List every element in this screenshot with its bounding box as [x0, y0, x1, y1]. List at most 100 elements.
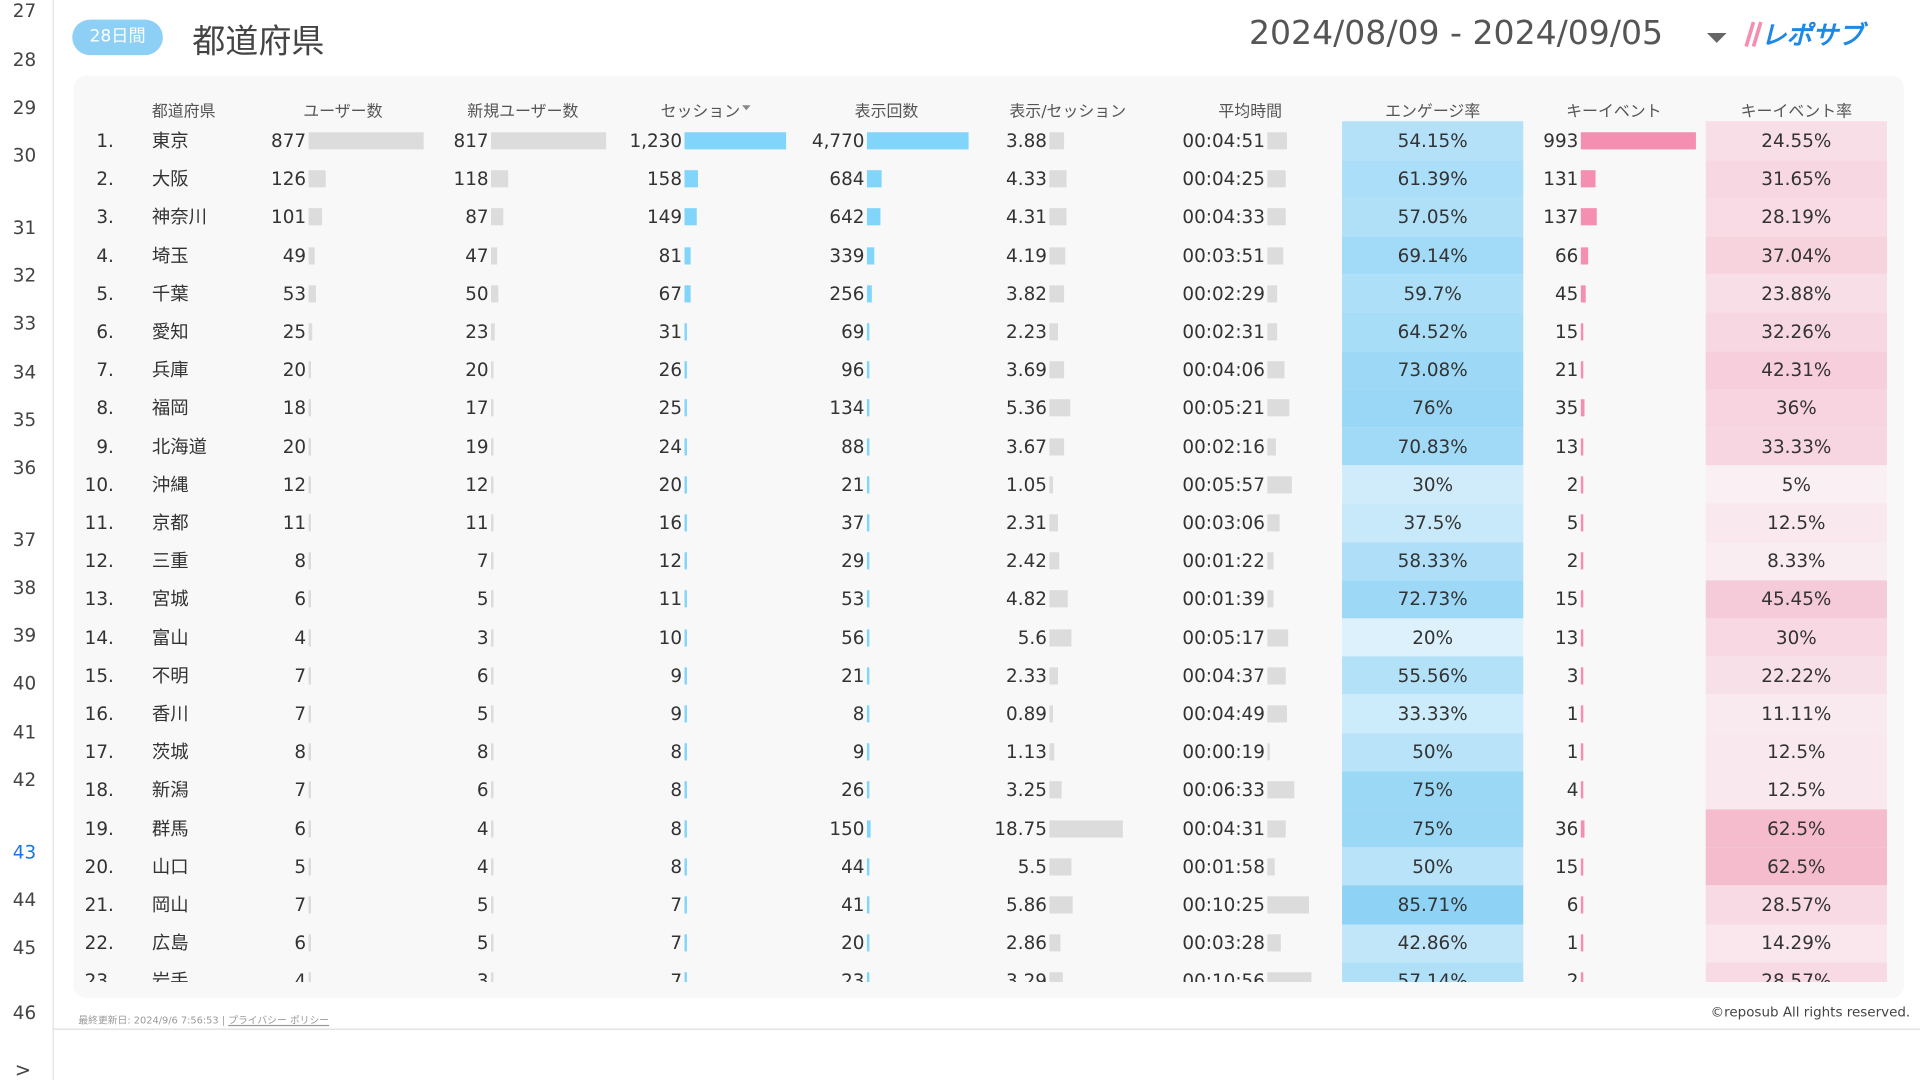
- cell-value: 8: [294, 741, 307, 764]
- heat-cell: [1342, 427, 1524, 466]
- page-number[interactable]: 43: [0, 832, 49, 872]
- cell-value: 23: [465, 320, 489, 343]
- page-number[interactable]: 37: [12, 528, 37, 552]
- cell-bar: [491, 667, 493, 685]
- cell-value: 00:03:06: [1182, 511, 1265, 534]
- cell-bar: [866, 246, 875, 264]
- page-number[interactable]: 33: [12, 312, 37, 335]
- column-header[interactable]: 表示/セッション: [1009, 102, 1127, 122]
- cell-value: 47: [465, 244, 489, 267]
- cell-value: 8: [476, 741, 489, 764]
- page-number[interactable]: 27: [12, 0, 37, 23]
- cell-bar: [491, 361, 494, 379]
- heat-cell: [1705, 236, 1887, 275]
- page-number[interactable]: 32: [12, 264, 37, 287]
- column-header[interactable]: 平均時間: [1218, 102, 1283, 122]
- cell-value: 642: [829, 206, 865, 229]
- cell-value: 00:03:28: [1182, 932, 1265, 955]
- cell-bar: [308, 437, 312, 456]
- page-number[interactable]: 35: [12, 408, 37, 432]
- cell-bar: [308, 896, 311, 914]
- date-dropdown[interactable]: [1705, 29, 1729, 46]
- column-header[interactable]: 表示回数: [854, 102, 919, 122]
- cell-bar: [308, 361, 312, 379]
- column-header[interactable]: 新規ユーザー数: [467, 102, 579, 122]
- cell-value: 8: [852, 702, 865, 725]
- date-range[interactable]: 2024/08/09 - 2024/09/05: [1248, 14, 1664, 53]
- column-header[interactable]: エンゲージ率: [1385, 102, 1481, 122]
- cell-bar: [491, 208, 504, 226]
- page-number[interactable]: 44: [12, 888, 37, 912]
- heat-cell: [1705, 580, 1887, 619]
- cell-value: 4: [1566, 779, 1579, 802]
- heat-cell: [1705, 389, 1887, 428]
- cell-bar: [491, 285, 499, 303]
- cell-bar: [866, 781, 869, 799]
- table: 都道府県 ユーザー数 新規ユーザー数 セッション 表示回数 表示/セッション 平均時間 エンゲ…: [73, 76, 1904, 983]
- cell-value: 7: [670, 970, 683, 983]
- cell-value: 53: [841, 588, 865, 611]
- page-number[interactable]: 38: [12, 576, 37, 599]
- cell-bar: [1580, 323, 1583, 341]
- rank: 21.: [84, 893, 114, 916]
- cell-value: 53: [282, 282, 307, 305]
- heat-cell: [1342, 962, 1524, 983]
- cell-value: 7: [476, 550, 489, 573]
- cell-value: 7: [670, 932, 683, 955]
- rank: 23.: [84, 970, 114, 983]
- cell-value: 35: [1555, 397, 1579, 420]
- heat-cell: [1705, 121, 1887, 160]
- copyright: ©reposub All rights reserved.: [1710, 1004, 1911, 1021]
- cell-value: 50%: [1412, 741, 1454, 764]
- cell-bar: [491, 476, 493, 494]
- cell-bar: [684, 132, 787, 150]
- prefecture: 神奈川: [151, 206, 207, 229]
- cell-bar: [491, 552, 493, 570]
- page-number[interactable]: 40: [12, 672, 37, 695]
- cell-bar: [308, 667, 311, 685]
- cell-bar: [308, 705, 311, 723]
- cell-bar: [1580, 476, 1583, 494]
- heat-cell: [1705, 427, 1887, 466]
- prefecture: 福岡: [151, 397, 189, 420]
- cell-value: 24: [658, 435, 683, 458]
- page-number[interactable]: 34: [12, 361, 37, 384]
- page-number[interactable]: 28: [12, 48, 37, 72]
- column-header[interactable]: キーイベント: [1566, 102, 1662, 122]
- column-header[interactable]: ユーザー数: [303, 102, 383, 122]
- prefecture: 宮城: [151, 588, 189, 611]
- period-pill[interactable]: 28日間: [72, 19, 163, 56]
- cell-value: 50: [465, 282, 489, 305]
- page-number[interactable]: 29: [12, 96, 37, 119]
- cell-bar: [1580, 132, 1696, 150]
- cell-value: 1,230: [629, 129, 683, 152]
- cell-value: 5: [476, 702, 489, 725]
- column-header[interactable]: 都道府県: [151, 102, 216, 122]
- column-header[interactable]: セッション: [660, 102, 741, 122]
- cell-bar: [308, 323, 312, 341]
- cell-bar: [684, 896, 687, 914]
- heat-cell: [1705, 732, 1887, 772]
- page-number[interactable]: 45: [12, 936, 37, 959]
- page-number[interactable]: 46: [12, 1001, 37, 1024]
- privacy-link[interactable]: プライバシー ポリシー: [228, 1015, 330, 1027]
- column-header[interactable]: キーイベント率: [1740, 102, 1853, 122]
- page-number[interactable]: 30: [12, 144, 37, 167]
- cell-value: 6: [476, 664, 489, 687]
- cell-bar: [1049, 323, 1059, 341]
- page-number[interactable]: 31: [12, 216, 37, 239]
- prefecture: 千葉: [151, 282, 189, 305]
- page-number[interactable]: 41: [12, 721, 37, 744]
- cell-bar: [866, 399, 870, 417]
- cell-bar: [1049, 399, 1071, 417]
- cell-value: 15: [1555, 320, 1579, 343]
- cell-value: 5.86: [1006, 893, 1047, 916]
- page-number[interactable]: 42: [12, 768, 37, 792]
- cell-value: 23.88%: [1761, 282, 1832, 305]
- sort-icon[interactable]: [741, 102, 753, 114]
- page-number[interactable]: 36: [12, 456, 37, 479]
- cell-value: 22.22%: [1761, 664, 1832, 687]
- page-number[interactable]: 39: [12, 624, 37, 647]
- expand-icon[interactable]: >: [14, 1057, 32, 1081]
